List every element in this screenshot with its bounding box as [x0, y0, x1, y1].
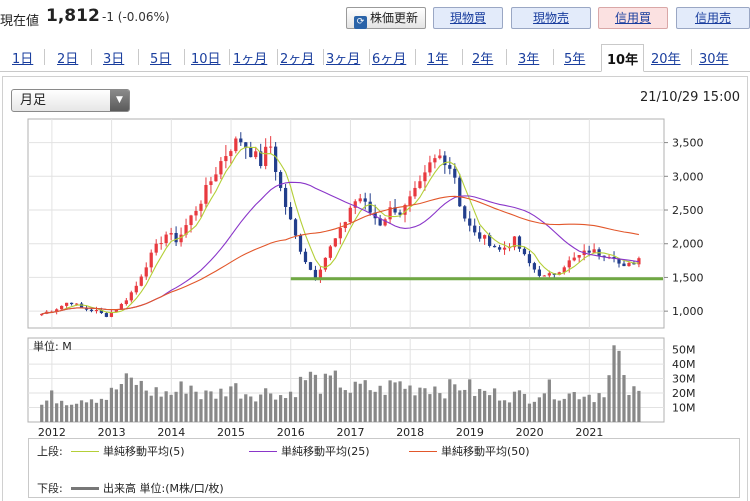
margin-sell-button[interactable]: 信用売 — [676, 7, 750, 29]
legend-ma5-swatch — [71, 451, 99, 452]
legend-ma25: 単純移動平均(25) — [281, 445, 370, 458]
legend-ma50: 単純移動平均(50) — [441, 445, 530, 458]
chevron-down-icon: ▼ — [110, 90, 129, 111]
tab-10y[interactable]: 10年 — [601, 44, 645, 72]
cash-buy-button[interactable]: 現物買 — [433, 7, 503, 29]
tab-separator — [277, 49, 278, 65]
period-tabs: 1日 2日 3日 5日 10日 1ヶ月 2ヶ月 3ヶ月 6ヶ月 1年 2年 3年… — [0, 44, 750, 72]
tab-separator — [506, 49, 507, 65]
legend-ma50-swatch — [409, 451, 437, 452]
legend-volume-swatch — [71, 487, 99, 490]
legend-upper-label: 上段: — [37, 445, 63, 458]
tab-separator — [184, 49, 185, 65]
margin-buy-button[interactable]: 信用買 — [598, 7, 668, 29]
tab-separator — [323, 49, 324, 65]
legend-ma25-swatch — [249, 451, 277, 452]
tab-separator — [553, 49, 554, 65]
tab-2m[interactable]: 2ヶ月 — [280, 52, 315, 67]
tab-5d[interactable]: 5日 — [150, 52, 172, 67]
tab-3m[interactable]: 3ヶ月 — [326, 52, 361, 67]
tab-5y[interactable]: 5年 — [564, 52, 586, 67]
chart-frame — [2, 76, 748, 501]
price-change: -1 (-0.06%) — [102, 10, 170, 24]
tab-separator — [415, 49, 416, 65]
top-bar: 現在値 1,812 -1 (-0.06%) ⟳ 株価更新 現物買 現物売 信用買 … — [0, 0, 750, 36]
legend-ma5: 単純移動平均(5) — [103, 445, 185, 458]
tab-separator — [91, 49, 92, 65]
tab-3y[interactable]: 3年 — [518, 52, 540, 67]
refresh-price-label: 株価更新 — [369, 11, 418, 25]
refresh-icon: ⟳ — [353, 16, 367, 29]
tab-1m[interactable]: 1ヶ月 — [233, 52, 268, 67]
tab-20y[interactable]: 20年 — [651, 52, 681, 67]
refresh-price-button[interactable]: ⟳ 株価更新 — [346, 7, 426, 29]
tab-6m[interactable]: 6ヶ月 — [372, 52, 407, 67]
tab-separator — [462, 49, 463, 65]
current-price: 1,812 — [46, 6, 100, 26]
period-select-value: 月足 — [20, 93, 47, 108]
tab-3d[interactable]: 3日 — [103, 52, 125, 67]
legend-volume: 出来高 単位:(M株/口/枚) — [103, 482, 224, 495]
period-select[interactable]: 月足 ▼ — [11, 89, 130, 112]
tab-separator — [138, 49, 139, 65]
tab-separator — [229, 49, 230, 65]
tab-30y[interactable]: 30年 — [699, 52, 729, 67]
tab-2d[interactable]: 2日 — [57, 52, 79, 67]
tab-separator — [44, 49, 45, 65]
chart-legend: 上段: 単純移動平均(5) 単純移動平均(25) 単純移動平均(50) 下段: … — [28, 438, 740, 498]
cash-sell-button[interactable]: 現物売 — [511, 7, 591, 29]
tab-separator — [691, 49, 692, 65]
current-price-label: 現在値 — [0, 14, 40, 29]
tab-10d[interactable]: 10日 — [191, 52, 221, 67]
tab-1y[interactable]: 1年 — [427, 52, 449, 67]
tab-1d[interactable]: 1日 — [12, 52, 34, 67]
legend-lower-label: 下段: — [37, 482, 63, 495]
tab-2y[interactable]: 2年 — [472, 52, 494, 67]
tab-separator — [369, 49, 370, 65]
timestamp: 21/10/29 15:00 — [640, 90, 740, 105]
